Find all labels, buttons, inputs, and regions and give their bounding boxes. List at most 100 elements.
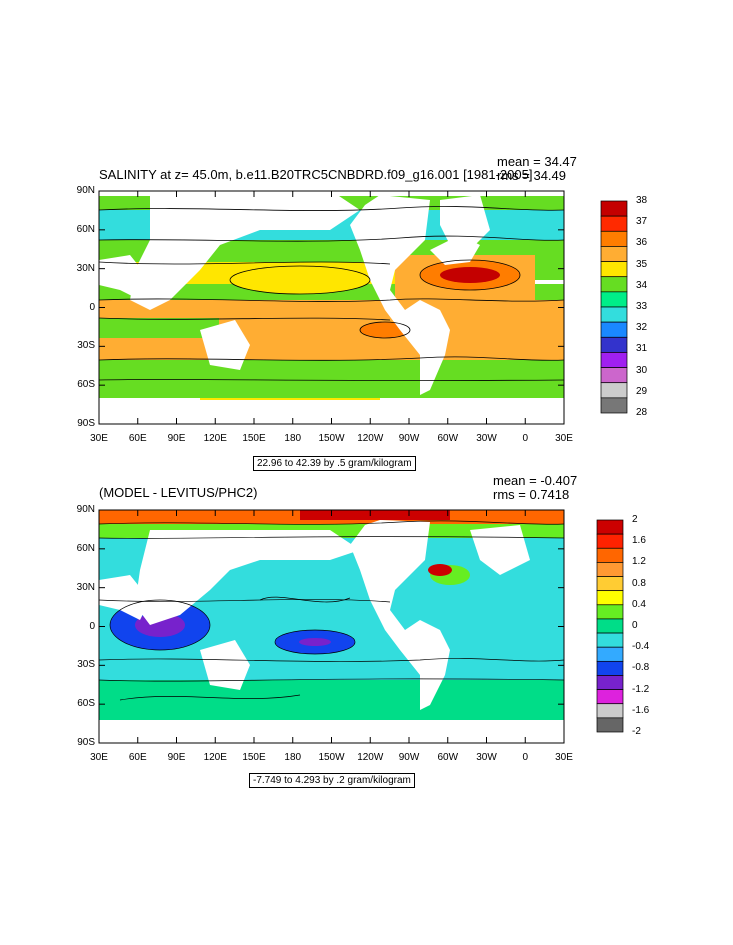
panel2-colorbar-swatch (596, 632, 624, 648)
panel1-colorbar-label: 28 (636, 407, 648, 418)
difference-map (99, 510, 564, 743)
panel2-lat-label: 60N (76, 542, 95, 554)
panel1-colorbar-swatch (600, 246, 628, 262)
panel1-lat-label: 60N (76, 223, 95, 235)
panel2-colorbar-swatch (596, 689, 624, 705)
panel2-colorbar-swatch (596, 519, 624, 535)
panel2-colorbar-swatch (596, 533, 624, 549)
panel1-colorbar-label: 38 (636, 195, 648, 206)
panel2-colorbar-label: -0.4 (632, 641, 650, 653)
panel1-lon-label: 120W (357, 433, 384, 444)
panel2-mean: mean = -0.407 (493, 473, 578, 488)
panel2-colorbar-swatch (596, 562, 624, 577)
panel1-lat-label: 60S (77, 379, 95, 391)
panel1-colorbar-label: 35 (636, 258, 648, 270)
panel1-colorbar-swatch (600, 336, 628, 353)
panel1-colorbar-swatch (600, 291, 628, 308)
panel2-lon-label: 180 (284, 752, 302, 763)
panel2-colorbar-swatch (596, 547, 624, 563)
panel1-lon-label: 90E (167, 433, 186, 444)
panel2-lon-label: 30W (476, 752, 497, 763)
panel2-colorbar-swatch (596, 576, 624, 592)
panel2-colorbar-label: 0 (632, 620, 638, 631)
panel2-colorbar-swatch (596, 660, 624, 676)
panel2-colorbar-label: 0.8 (632, 577, 646, 589)
panel2-lon-label: 90W (398, 752, 420, 763)
panel1-lat-label: 30N (76, 262, 95, 274)
panel2-lon-label: 150E (242, 752, 266, 763)
panel2-lon-label: 150W (318, 752, 345, 763)
panel2-colorbar-swatch (596, 717, 624, 733)
panel2-colorbar-label: -1.2 (632, 683, 650, 695)
panel1-colorbar-label: 30 (636, 364, 648, 376)
panel1-lon-label: 150E (242, 433, 266, 444)
panel1-colorbar-label: 37 (636, 216, 648, 228)
panel2-colorbar-label: -1.6 (632, 704, 650, 716)
panel1-colorbar-label: 33 (636, 301, 648, 312)
panel2-colorbar-label: 2 (632, 514, 638, 525)
panel2-lat-label: 60S (77, 698, 95, 710)
panel1-lat-label: 0 (89, 301, 95, 313)
panel1-lon-label: 90W (398, 433, 420, 444)
panel2-title: (MODEL - LEVITUS/PHC2) (99, 485, 258, 500)
panel2-lon-label: 30E (555, 752, 573, 763)
panel1-mean: mean = 34.47 (497, 154, 577, 169)
panel2-colorbar-label: 0.4 (632, 598, 646, 610)
panel1-colorbar-swatch (600, 367, 628, 384)
panel2-lon-label: 0 (522, 752, 529, 763)
panel1-lon-label: 30E (555, 433, 573, 444)
panel1-lon-label: 30E (90, 433, 108, 444)
panel2-colorbar-swatch (596, 590, 624, 606)
panel2-lon-label: 60W (437, 752, 459, 763)
panel2-lon-label: 60E (128, 752, 147, 763)
panel1-colorbar-swatch (600, 276, 628, 293)
panel1-colorbar-label: 34 (636, 279, 648, 291)
panel2-lat-label: 90S (77, 737, 95, 748)
salinity-map (99, 191, 564, 424)
panel1-colorbar-swatch (600, 261, 628, 278)
panel2-rms: rms = 0.7418 (493, 487, 570, 502)
panel2-lon-label: 120E (203, 752, 227, 763)
panel1-colorbar-label: 32 (636, 322, 648, 334)
panel1-lat-label: 90N (76, 185, 95, 196)
panel1-colorbar-swatch (600, 321, 628, 338)
panel2-colorbar-swatch (596, 675, 624, 690)
panel2-lon-label: 90E (167, 752, 186, 763)
panel2-lat-label: 90N (76, 504, 95, 515)
panel1-colorbar-swatch (600, 230, 628, 247)
panel1-colorbar-label: 36 (636, 237, 648, 249)
panel2-range-label: -7.749 to 4.293 by .2 gram/kilogram (249, 773, 415, 788)
panel1-lat-label: 90S (77, 418, 95, 429)
panel1-colorbar-swatch (600, 382, 628, 399)
panel1-colorbar-swatch (600, 352, 628, 368)
panel1-colorbar-swatch (600, 306, 628, 323)
panel1-range-label: 22.96 to 42.39 by .5 gram/kilogram (253, 456, 416, 471)
panel1-rms: rms = 34.49 (497, 168, 567, 183)
panel1-lon-label: 60E (128, 433, 147, 444)
panel1-lon-label: 150W (318, 433, 345, 444)
panel2-lon-label: 30E (90, 752, 108, 763)
panel1-lon-label: 0 (522, 433, 529, 444)
panel2-colorbar-swatch (596, 618, 624, 634)
panel1-colorbar-swatch (600, 397, 628, 414)
panel1-colorbar-label: 29 (636, 385, 648, 397)
panel2-lat-label: 30N (76, 581, 95, 593)
panel2-colorbar-swatch (596, 646, 624, 662)
panel2-colorbar-label: -2 (632, 726, 641, 737)
panel1-lon-label: 60W (437, 433, 459, 444)
panel1-colorbar-swatch (600, 200, 628, 217)
panel1-lon-label: 120E (203, 433, 227, 444)
panel1-colorbar-label: 31 (636, 343, 648, 355)
panel2-colorbar-label: 1.6 (632, 535, 646, 547)
panel2-lat-label: 30S (77, 659, 95, 671)
panel2-lon-label: 120W (357, 752, 384, 763)
panel1-title: SALINITY at z= 45.0m, b.e11.B20TRC5CNBDR… (99, 167, 533, 182)
panel2-colorbar-label: -0.8 (632, 662, 650, 674)
panel1-lat-label: 30S (77, 340, 95, 352)
panel2-colorbar-label: 1.2 (632, 556, 646, 568)
panel1-lon-label: 180 (284, 433, 302, 444)
panel2-lat-label: 0 (89, 620, 95, 632)
panel2-colorbar-swatch (596, 703, 624, 719)
panel1-colorbar-swatch (600, 215, 628, 232)
